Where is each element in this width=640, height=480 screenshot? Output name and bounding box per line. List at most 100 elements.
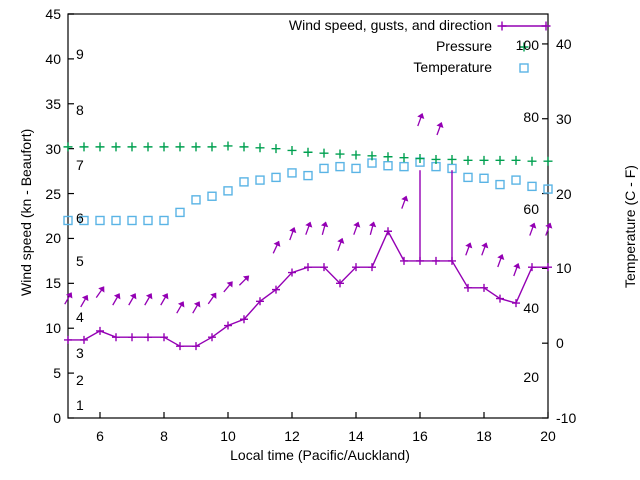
pressure-point (207, 142, 217, 152)
wind-direction-arrow (529, 222, 537, 236)
wind-direction-arrow (353, 221, 361, 235)
wind-direction-arrow (481, 242, 489, 256)
pressure-point (63, 142, 73, 152)
fahrenheit-label-100: 100 (515, 36, 539, 53)
beaufort-label-5: 5 (76, 252, 84, 269)
pressure-point (319, 148, 329, 158)
y-tick-label: 45 (45, 6, 61, 22)
wind-speed-point (480, 283, 488, 292)
wind-speed-point (224, 321, 232, 330)
wind-direction-arrow (320, 221, 329, 236)
wind-direction-arrow (64, 292, 73, 305)
wind-speed-point (256, 297, 264, 306)
temperature-point (207, 191, 217, 201)
x-tick-label: 14 (348, 428, 364, 444)
wind-direction-arrow (144, 293, 153, 306)
fahrenheit-label-40: 40 (523, 299, 539, 316)
temperature-point (239, 177, 249, 187)
pressure-point (223, 141, 233, 151)
wind-direction-arrow (128, 293, 137, 306)
pressure-point (287, 145, 297, 155)
temperature-point (95, 215, 105, 226)
pressure-point (79, 142, 89, 152)
wind-speed-point (272, 285, 280, 294)
pressure-point (351, 150, 361, 160)
temperature-point (175, 207, 185, 218)
wind-direction-arrow (545, 222, 553, 236)
beaufort-label-3: 3 (76, 345, 84, 362)
y-tick-label: 5 (53, 365, 61, 382)
fahrenheit-label-80: 80 (523, 109, 539, 126)
temperature-point (111, 215, 121, 226)
pressure-point (271, 144, 281, 154)
pressure-point (511, 155, 521, 165)
pressure-point (463, 155, 473, 165)
y2-tick-label: -10 (556, 410, 577, 426)
y2-axis-title: Temperature (C - F) (622, 165, 638, 288)
wind-direction-arrow (513, 262, 521, 277)
pressure-point (95, 142, 105, 152)
pressure-point (159, 142, 169, 152)
wind-speed-point (64, 335, 72, 344)
pressure-point (127, 142, 137, 152)
temperature-point (143, 215, 153, 226)
legend-entry-0[interactable]: Wind speed, gusts, and direction (288, 17, 492, 33)
wind-direction-arrow (95, 286, 105, 299)
temperature-point (303, 170, 313, 181)
temperature-point (159, 215, 169, 226)
legend-marker-1 (519, 42, 529, 52)
legend-marker-2 (519, 63, 529, 73)
x-tick-label: 16 (412, 428, 428, 444)
y-tick-label: 25 (45, 185, 61, 202)
wind-speed-point (128, 333, 136, 342)
legend-entry-1[interactable]: Pressure (435, 38, 492, 54)
y2-tick-label: 10 (556, 260, 572, 277)
wind-speed-point (240, 315, 248, 324)
temperature-point (287, 168, 297, 178)
wind-direction-arrow (192, 301, 201, 314)
y-tick-label: 20 (45, 230, 61, 247)
temperature-point (527, 181, 537, 192)
wind-speed-point (304, 263, 312, 272)
wind-speed-point (192, 342, 200, 351)
legend-marker-end-0 (541, 21, 551, 31)
beaufort-label-1: 1 (76, 397, 84, 414)
wind-direction-arrow (207, 292, 217, 305)
y-tick-label: 30 (45, 140, 61, 157)
legend-entry-2[interactable]: Temperature (413, 59, 492, 75)
pressure-point (399, 153, 409, 163)
temperature-point (383, 161, 393, 171)
wind-direction-arrow (289, 227, 297, 241)
wind-direction-arrow (160, 293, 169, 306)
wind-speed-point (544, 263, 552, 272)
y-axis-title: Wind speed (kn - Beaufort) (18, 128, 34, 296)
pressure-point (367, 151, 377, 161)
wind-speed-point (464, 283, 472, 292)
wind-direction-arrow (80, 294, 89, 308)
temperature-point (127, 215, 137, 226)
wind-direction-arrow (436, 122, 444, 136)
temperature-point (271, 172, 281, 183)
y-tick-label: 40 (45, 50, 61, 67)
x-tick-label: 10 (220, 428, 236, 444)
wind-speed-point (320, 263, 328, 272)
wind-direction-arrow (497, 253, 505, 268)
pressure-point (431, 154, 441, 164)
wind-direction-arrow (401, 195, 409, 209)
wind-speed-point (208, 333, 216, 342)
wind-direction-arrow (176, 301, 185, 314)
temperature-point (63, 215, 73, 226)
beaufort-label-9: 9 (76, 45, 84, 62)
pressure-point (175, 142, 185, 152)
wind-direction-arrow (337, 237, 345, 252)
pressure-point (191, 142, 201, 152)
wind-speed-point (416, 256, 424, 265)
y-tick-label: 35 (45, 95, 61, 112)
wind-speed-point (400, 256, 408, 265)
x-tick-label: 6 (96, 428, 104, 444)
wind-speed-point (80, 335, 88, 344)
temperature-point (223, 186, 233, 196)
pressure-point (335, 149, 345, 159)
y2-tick-label: 20 (556, 185, 572, 202)
